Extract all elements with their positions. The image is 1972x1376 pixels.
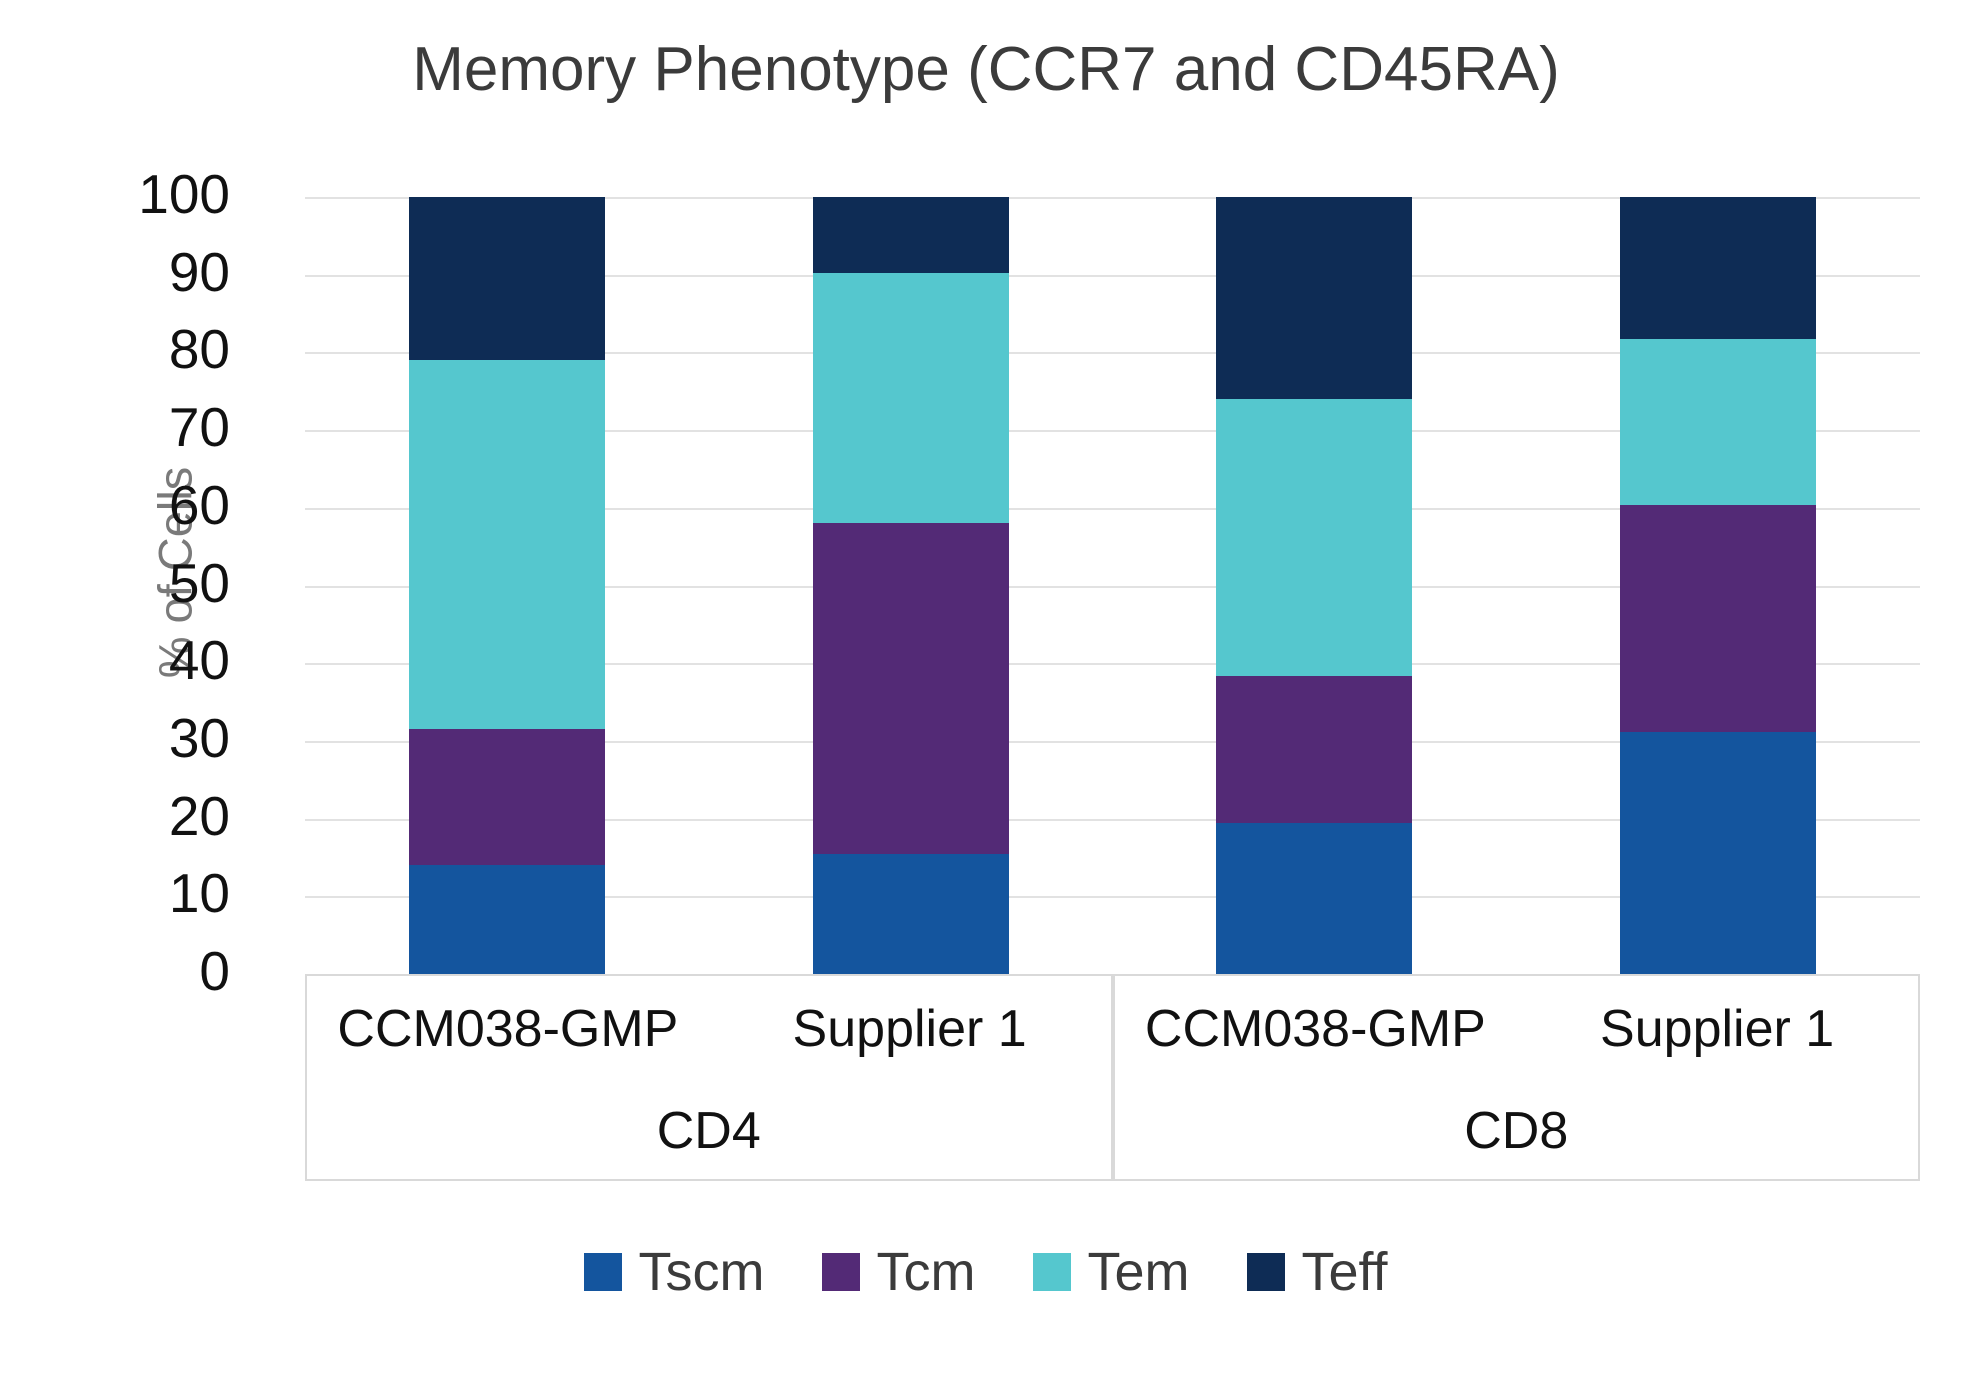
bar-segment-tem[interactable] bbox=[408, 360, 605, 730]
legend-item-teff[interactable]: Teff bbox=[1247, 1242, 1388, 1302]
y-axis-tick-label: 100 bbox=[138, 163, 230, 225]
stacked-bar[interactable] bbox=[408, 197, 605, 974]
y-axis-tick-label: 80 bbox=[168, 318, 230, 381]
gridline bbox=[305, 352, 1920, 355]
x-axis-line bbox=[305, 974, 1920, 976]
y-axis-tick-label: 30 bbox=[168, 706, 230, 769]
category-group-cd8: CCM038-GMP Supplier 1 CD8 bbox=[1112, 976, 1920, 1181]
category-label: Supplier 1 bbox=[792, 999, 1027, 1058]
bar-segment-tscm[interactable] bbox=[812, 853, 1009, 974]
legend-item-tem[interactable]: Tem bbox=[1033, 1245, 1189, 1299]
group-label-cd4: CD4 bbox=[656, 1102, 761, 1160]
gridline bbox=[305, 585, 1920, 588]
legend-swatch-icon bbox=[1247, 1253, 1286, 1291]
legend-item-tscm[interactable]: Tscm bbox=[584, 1245, 764, 1299]
y-axis-tick-label: 10 bbox=[168, 862, 230, 925]
y-axis-tick-label: 90 bbox=[168, 240, 230, 303]
category-labels-cd8: CCM038-GMP Supplier 1 bbox=[1115, 976, 1919, 1081]
gridline bbox=[305, 197, 1920, 199]
chart-title: Memory Phenotype (CCR7 and CD45RA) bbox=[412, 35, 1560, 104]
gridline bbox=[305, 274, 1920, 277]
bar-segment-tcm[interactable] bbox=[812, 523, 1009, 854]
bar-segment-teff[interactable] bbox=[1620, 197, 1817, 340]
legend-swatch-icon bbox=[1033, 1253, 1072, 1291]
bar-segment-teff[interactable] bbox=[1216, 197, 1413, 400]
group-label-cd8: CD8 bbox=[1464, 1102, 1569, 1160]
bar-segment-tscm[interactable] bbox=[1620, 731, 1817, 974]
bar-segment-teff[interactable] bbox=[408, 197, 605, 361]
y-axis-tick-label: 70 bbox=[168, 396, 230, 459]
bar-segment-tem[interactable] bbox=[1216, 399, 1413, 677]
bar-segment-tscm[interactable] bbox=[408, 865, 605, 974]
bar-segment-tcm[interactable] bbox=[408, 729, 605, 866]
y-axis-tick-label: 40 bbox=[168, 629, 230, 692]
legend-label: Teff bbox=[1301, 1242, 1388, 1302]
bar-segment-tcm[interactable] bbox=[1216, 676, 1413, 823]
bar-segment-tcm[interactable] bbox=[1620, 504, 1817, 732]
gridline bbox=[305, 507, 1920, 510]
stacked-bar[interactable] bbox=[1216, 197, 1413, 974]
category-label: CCM038-GMP bbox=[1144, 999, 1486, 1058]
legend-swatch-icon bbox=[822, 1253, 861, 1291]
bar-segment-teff[interactable] bbox=[812, 197, 1009, 274]
gridline bbox=[305, 663, 1920, 666]
gridline bbox=[305, 430, 1920, 433]
category-label: CCM038-GMP bbox=[337, 999, 679, 1058]
category-label: Supplier 1 bbox=[1600, 999, 1835, 1058]
bar-segment-tscm[interactable] bbox=[1216, 822, 1413, 974]
plot-area: 100 90 80 70 60 50 40 30 20 10 0 bbox=[138, 167, 1920, 999]
legend-swatch-icon bbox=[584, 1253, 623, 1291]
bar-segment-tem[interactable] bbox=[1620, 339, 1817, 505]
category-labels-cd4: CCM038-GMP Supplier 1 bbox=[307, 976, 1111, 1081]
chart-legend: Tscm Tcm Tem Teff bbox=[0, 1245, 1972, 1299]
legend-label: Tscm bbox=[638, 1242, 765, 1302]
y-axis-tick-label: 20 bbox=[168, 784, 230, 847]
gridline bbox=[305, 740, 1920, 743]
y-axis-tick-label: 60 bbox=[168, 473, 230, 536]
stacked-bar[interactable] bbox=[1620, 197, 1817, 974]
legend-label: Tcm bbox=[876, 1242, 976, 1302]
stacked-bar[interactable] bbox=[812, 197, 1009, 974]
bar-segment-tem[interactable] bbox=[812, 273, 1009, 524]
gridline bbox=[305, 896, 1920, 899]
y-axis-tick-label: 0 bbox=[199, 940, 230, 1002]
legend-label: Tem bbox=[1087, 1242, 1190, 1302]
y-axis-tick-label: 50 bbox=[168, 551, 230, 614]
legend-item-tcm[interactable]: Tcm bbox=[822, 1245, 975, 1299]
gridline bbox=[305, 818, 1920, 821]
category-group-cd4: CCM038-GMP Supplier 1 CD4 bbox=[305, 976, 1113, 1181]
